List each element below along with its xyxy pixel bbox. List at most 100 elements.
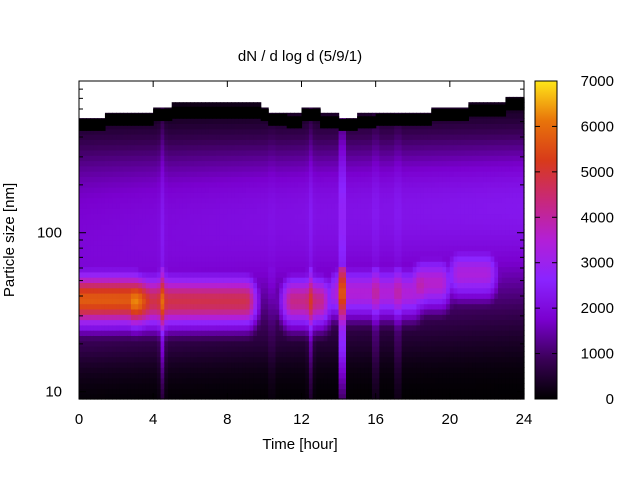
heatmap-cell: [93, 356, 99, 363]
heatmap-cell: [290, 218, 295, 225]
heatmap-cell: [231, 224, 236, 230]
heatmap-cell: [86, 282, 91, 289]
heatmap-cell: [308, 197, 314, 204]
heatmap-cell: [253, 128, 258, 135]
heatmap-cell: [416, 266, 421, 273]
heatmap-cell: [297, 287, 303, 294]
heatmap-cell: [86, 187, 91, 193]
heatmap-cell: [123, 388, 128, 395]
heatmap-cell: [127, 340, 132, 347]
heatmap-cell: [397, 330, 403, 336]
heatmap-cell: [253, 160, 258, 167]
heatmap-cell: [297, 229, 303, 236]
heatmap-cell: [245, 245, 251, 252]
heatmap-cell: [346, 340, 351, 347]
heatmap-cell: [327, 356, 332, 363]
heatmap-cell: [134, 314, 139, 321]
heatmap-cell: [331, 155, 336, 162]
heatmap-cell: [138, 377, 143, 384]
heatmap-cell: [123, 176, 128, 183]
heatmap-cell: [212, 287, 217, 294]
heatmap-cell: [409, 171, 414, 177]
heatmap-cell: [357, 324, 362, 331]
heatmap-cell: [179, 277, 184, 283]
heatmap-cell: [82, 324, 88, 331]
heatmap-cell: [197, 266, 202, 273]
heatmap-cell: [93, 351, 99, 358]
heatmap-cell: [308, 372, 314, 379]
heatmap-cell: [238, 393, 243, 400]
heatmap-cell: [253, 282, 258, 289]
heatmap-cell: [349, 308, 355, 315]
heatmap-cell: [334, 229, 340, 236]
heatmap-cell: [305, 165, 310, 172]
heatmap-cell: [168, 250, 173, 257]
heatmap-cell: [290, 134, 295, 140]
heatmap-cell: [409, 266, 414, 273]
heatmap-cell: [179, 361, 184, 368]
heatmap-cell: [108, 308, 113, 315]
heatmap-cell: [116, 335, 121, 342]
heatmap-cell: [357, 308, 362, 315]
heatmap-cell: [249, 240, 254, 246]
heatmap-cell: [286, 356, 291, 363]
heatmap-cell: [149, 192, 154, 199]
heatmap-cell: [201, 240, 206, 246]
heatmap-cell: [127, 383, 132, 389]
heatmap-cell: [171, 335, 177, 342]
heatmap-cell: [171, 128, 177, 135]
heatmap-cell: [179, 208, 184, 215]
heatmap-cell: [360, 149, 366, 156]
heatmap-cell: [138, 240, 143, 246]
heatmap-cell: [223, 261, 228, 268]
heatmap-cell: [268, 308, 273, 315]
heatmap-cell: [93, 319, 99, 326]
heatmap-cell: [97, 149, 102, 156]
heatmap-cell: [104, 293, 110, 299]
heatmap-cell: [394, 144, 399, 151]
heatmap-cell: [193, 118, 199, 124]
heatmap-cell: [231, 393, 236, 400]
heatmap-cell: [308, 340, 314, 347]
heatmap-cell: [249, 123, 254, 130]
heatmap-cell: [153, 123, 158, 130]
heatmap-cell: [104, 377, 110, 384]
heatmap-cell: [227, 155, 232, 162]
heatmap-cell: [138, 287, 143, 294]
heatmap-cell: [316, 351, 321, 358]
heatmap-cell: [260, 356, 266, 363]
heatmap-cell: [305, 261, 310, 268]
heatmap-cell: [82, 224, 88, 230]
heatmap-cell: [349, 367, 355, 374]
heatmap-cell: [305, 351, 310, 358]
heatmap-cell: [134, 224, 139, 230]
heatmap-cell: [301, 134, 306, 140]
heatmap-cell: [145, 287, 151, 294]
heatmap-cell: [186, 346, 191, 352]
heatmap-cell: [279, 277, 284, 283]
heatmap-cell: [323, 372, 329, 379]
heatmap-cell: [290, 165, 295, 172]
heatmap-cell: [79, 361, 84, 368]
heatmap-cell: [186, 128, 191, 135]
heatmap-cell: [379, 197, 384, 204]
heatmap-cell: [320, 271, 325, 278]
heatmap-cell: [327, 261, 332, 268]
heatmap-cell: [116, 383, 121, 389]
heatmap-cell: [231, 330, 236, 336]
heatmap-cell: [242, 266, 247, 273]
heatmap-cell: [142, 319, 147, 326]
heatmap-cell: [364, 330, 369, 336]
heatmap-cell: [245, 287, 251, 294]
heatmap-cell: [104, 240, 110, 246]
heatmap-cell: [327, 319, 332, 326]
heatmap-cell: [171, 271, 177, 278]
heatmap-cell: [301, 176, 306, 183]
heatmap-cell: [242, 102, 247, 109]
heatmap-cell: [127, 224, 132, 230]
heatmap-cell: [231, 271, 236, 278]
heatmap-cell: [190, 372, 195, 379]
heatmap-cell: [353, 298, 358, 305]
heatmap-cell: [275, 187, 280, 193]
heatmap-cell: [316, 218, 321, 225]
